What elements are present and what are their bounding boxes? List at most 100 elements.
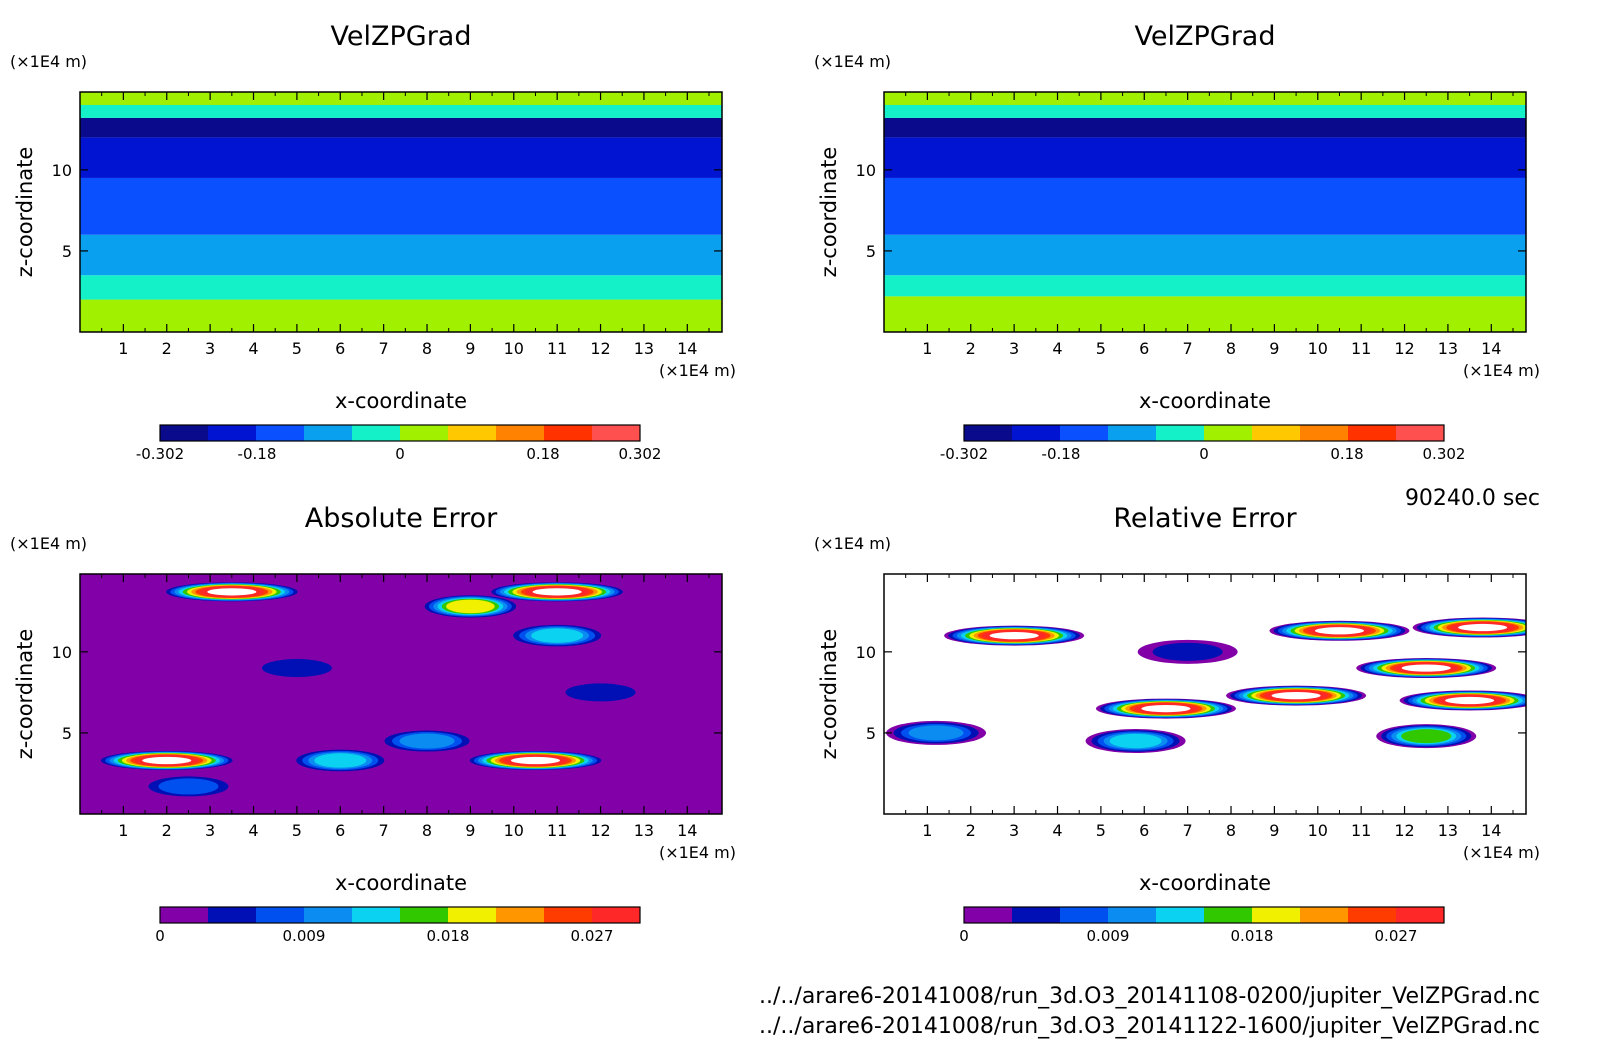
x-tick-label: 6 [1139,339,1149,358]
x-tick-label: 14 [1481,821,1501,840]
colorbar-segment [1348,425,1397,441]
x-tick-label: 12 [1394,339,1414,358]
colorbar-segment [1204,425,1253,441]
x-tick-label: 11 [547,821,567,840]
x-tick-label: 5 [292,339,302,358]
contour-blob [1401,729,1452,744]
x-tick-label: 2 [162,339,172,358]
x-tick-label: 10 [1308,821,1328,840]
x-tick-label: 11 [547,339,567,358]
x-tick-label: 7 [379,821,389,840]
x-unit-label: (×1E4 m) [659,361,736,380]
colorbar-frame [963,906,1445,924]
chart-title: VelZPGrad [1135,21,1276,52]
x-tick-label: 13 [634,339,654,358]
colorbar-segment [256,907,305,923]
y-unit-label: (×1E4 m) [814,534,891,553]
colorbar-segment [1204,907,1253,923]
x-tick-label: 5 [292,821,302,840]
file-path-2: ../../arare6-20141008/run_3d.O3_20141122… [759,1014,1540,1039]
colorbar-tick-label: -0.302 [940,445,988,463]
contour-band [884,234,1526,276]
x-tick-label: 7 [1183,339,1193,358]
y-axis-label: z-coordinate [13,147,37,278]
colorbar-tick-label: 0.027 [571,927,614,945]
plot-frame [79,573,723,815]
x-tick-label: 13 [1438,339,1458,358]
colorbar-tick-label: 0.027 [1375,927,1418,945]
contour-blob-overflow [1314,627,1364,635]
x-tick-label: 12 [1394,821,1414,840]
colorbar-segment [592,425,641,441]
colorbar-segment [304,907,353,923]
contour-band [80,92,722,105]
x-unit-label: (×1E4 m) [659,843,736,862]
colorbar-tick-label: -0.18 [1042,445,1081,463]
colorbar-segment [1252,907,1301,923]
contour-band [884,275,1526,297]
contour-blob-overflow [1445,696,1495,705]
colorbar-tick-label: 0.302 [619,445,662,463]
x-tick-label: 2 [966,821,976,840]
contour-band [884,92,1526,105]
colorbar-segment [1348,907,1397,923]
x-tick-label: 3 [205,821,215,840]
x-tick-label: 11 [1351,821,1371,840]
contour-blob-overflow [207,588,257,596]
x-tick-label: 10 [504,339,524,358]
plot-area [80,574,722,814]
x-tick-label: 6 [335,821,345,840]
colorbar-tick-label: 0.018 [1231,927,1274,945]
colorbar: 0 0.009 0.018 0.027 [959,906,1445,945]
chart-title: Relative Error [1113,503,1297,534]
colorbar-segment [256,425,305,441]
colorbar-frame [159,906,641,924]
x-axis-label: x-coordinate [335,871,467,895]
colorbar-segment [208,425,257,441]
x-tick-label: 1 [118,339,128,358]
contour-blob [261,659,332,678]
x-tick-label: 10 [1308,339,1328,358]
y-axis-label: z-coordinate [13,629,37,760]
x-tick-label: 10 [504,821,524,840]
x-tick-label: 4 [248,821,258,840]
colorbar-segment [352,907,401,923]
y-unit-label: (×1E4 m) [814,52,891,71]
y-unit-label: (×1E4 m) [10,534,87,553]
x-tick-label: 9 [1269,821,1279,840]
colorbar-segment [1060,907,1109,923]
x-tick-label: 6 [335,339,345,358]
x-tick-label: 7 [379,339,389,358]
y-axis-label: z-coordinate [817,629,841,760]
colorbar-tick-label: 0.302 [1423,445,1466,463]
plot-frame [883,573,1527,815]
contour-blob [314,753,367,768]
x-axis-label: x-coordinate [1139,871,1271,895]
x-tick-label: 5 [1096,821,1106,840]
colorbar-segment [592,907,641,923]
colorbar-segment [1060,425,1109,441]
colorbar-segment [160,907,209,923]
colorbar-segment [1012,907,1061,923]
y-tick-label: 10 [52,643,72,662]
plot-frame [79,91,723,333]
x-unit-label: (×1E4 m) [1463,843,1540,862]
x-tick-label: 8 [422,339,432,358]
x-tick-label: 13 [634,821,654,840]
contour-band [80,177,722,235]
x-tick-label: 14 [677,339,697,358]
x-tick-label: 12 [590,339,610,358]
colorbar-segment [448,907,497,923]
contour-band [80,137,722,178]
x-tick-label: 8 [422,821,432,840]
colorbar-tick-label: 0 [395,445,405,463]
colorbar-tick-label: 0.018 [427,927,470,945]
colorbar-tick-label: 0.009 [283,927,326,945]
contour-blob [1152,642,1223,661]
x-tick-label: 9 [1269,339,1279,358]
colorbar-segment [208,907,257,923]
